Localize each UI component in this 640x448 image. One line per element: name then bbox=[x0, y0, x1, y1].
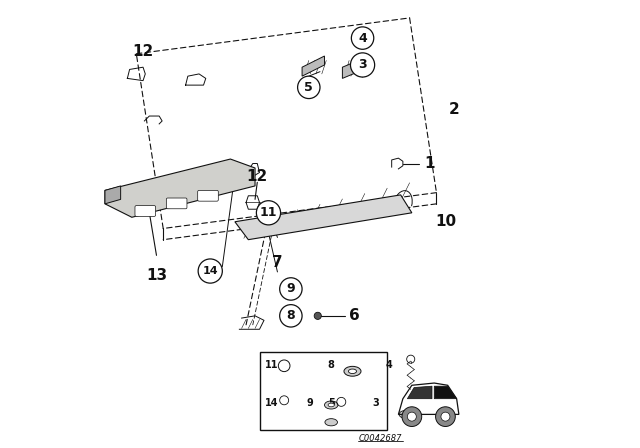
Polygon shape bbox=[342, 56, 369, 78]
Text: 4: 4 bbox=[386, 360, 393, 370]
Circle shape bbox=[198, 259, 222, 283]
Text: 11: 11 bbox=[260, 206, 277, 220]
Circle shape bbox=[351, 53, 374, 77]
Text: 4: 4 bbox=[358, 31, 367, 45]
Circle shape bbox=[298, 76, 320, 99]
FancyBboxPatch shape bbox=[166, 198, 187, 209]
Text: 12: 12 bbox=[246, 169, 268, 185]
Circle shape bbox=[441, 412, 450, 421]
Polygon shape bbox=[235, 195, 412, 240]
Text: 14: 14 bbox=[265, 398, 278, 408]
Text: 8: 8 bbox=[287, 309, 295, 323]
Ellipse shape bbox=[399, 410, 413, 418]
Circle shape bbox=[314, 312, 321, 319]
Ellipse shape bbox=[328, 403, 334, 407]
Text: 1: 1 bbox=[424, 156, 435, 171]
Polygon shape bbox=[105, 186, 121, 204]
Circle shape bbox=[436, 407, 455, 426]
Ellipse shape bbox=[325, 418, 337, 426]
Ellipse shape bbox=[344, 366, 361, 376]
Polygon shape bbox=[435, 386, 457, 399]
Text: 3: 3 bbox=[358, 58, 367, 72]
Ellipse shape bbox=[324, 401, 338, 409]
Text: 5: 5 bbox=[328, 398, 335, 408]
Circle shape bbox=[408, 412, 417, 421]
Text: 10: 10 bbox=[435, 214, 456, 229]
Text: C0042687: C0042687 bbox=[359, 434, 402, 443]
Text: 12: 12 bbox=[132, 44, 154, 59]
Ellipse shape bbox=[403, 413, 410, 416]
Text: 5: 5 bbox=[305, 81, 313, 94]
Polygon shape bbox=[105, 159, 255, 217]
Ellipse shape bbox=[348, 369, 356, 374]
Circle shape bbox=[280, 278, 302, 300]
Circle shape bbox=[402, 407, 422, 426]
Text: 9: 9 bbox=[287, 282, 295, 296]
Text: 7: 7 bbox=[272, 254, 283, 270]
Polygon shape bbox=[408, 386, 432, 399]
Circle shape bbox=[280, 305, 302, 327]
Text: 6: 6 bbox=[349, 308, 360, 323]
Circle shape bbox=[351, 27, 374, 49]
Polygon shape bbox=[302, 56, 324, 76]
Text: 11: 11 bbox=[265, 360, 278, 370]
FancyBboxPatch shape bbox=[135, 206, 156, 216]
Text: 13: 13 bbox=[146, 268, 167, 283]
Circle shape bbox=[257, 201, 280, 225]
Text: 8: 8 bbox=[328, 360, 335, 370]
FancyBboxPatch shape bbox=[260, 352, 387, 430]
Text: 3: 3 bbox=[372, 398, 380, 408]
Text: 9: 9 bbox=[307, 398, 314, 408]
Text: 14: 14 bbox=[202, 266, 218, 276]
Text: 2: 2 bbox=[449, 102, 460, 117]
FancyBboxPatch shape bbox=[198, 190, 218, 201]
